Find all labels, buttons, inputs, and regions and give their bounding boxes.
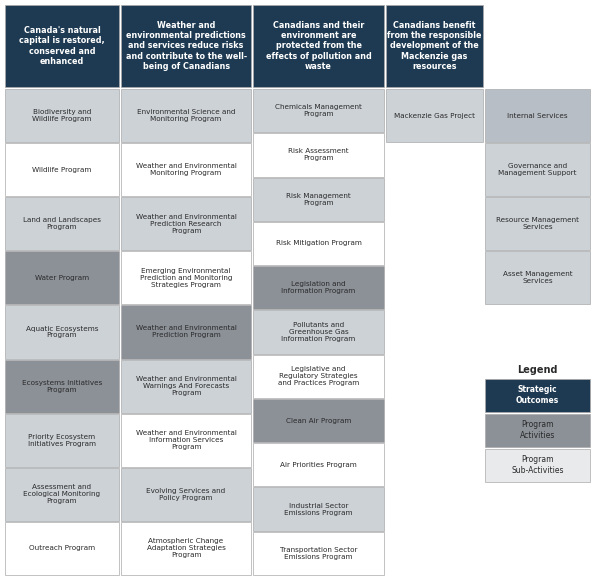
Bar	[253, 177, 384, 221]
Bar	[253, 266, 384, 309]
Text: Water Program: Water Program	[35, 275, 89, 281]
Text: Environmental Science and
Monitoring Program: Environmental Science and Monitoring Pro…	[137, 109, 235, 122]
Bar	[5, 305, 119, 358]
Bar	[253, 222, 384, 265]
Bar	[485, 89, 590, 142]
Bar	[253, 355, 384, 398]
Bar	[485, 379, 590, 412]
Text: Air Priorities Program: Air Priorities Program	[280, 462, 357, 468]
Text: Weather and Environmental
Prediction Research
Program: Weather and Environmental Prediction Res…	[136, 214, 236, 234]
Bar	[253, 134, 384, 176]
Bar	[253, 310, 384, 354]
Bar	[5, 197, 119, 250]
Bar	[485, 197, 590, 250]
Bar	[121, 89, 251, 142]
Bar	[253, 399, 384, 442]
Bar	[485, 251, 590, 305]
Bar	[5, 414, 119, 467]
Text: Risk Assessment
Program: Risk Assessment Program	[288, 149, 349, 161]
Bar	[5, 360, 119, 413]
Text: Evolving Services and
Policy Program: Evolving Services and Policy Program	[146, 488, 226, 501]
Bar	[121, 143, 251, 196]
Bar	[5, 251, 119, 305]
Text: Canadians benefit
from the responsible
development of the
Mackenzie gas
resource: Canadians benefit from the responsible d…	[387, 21, 481, 71]
Text: Legend: Legend	[517, 365, 558, 375]
Text: Weather and Environmental
Information Services
Program: Weather and Environmental Information Se…	[136, 430, 236, 450]
Text: Weather and Environmental
Monitoring Program: Weather and Environmental Monitoring Pro…	[136, 163, 236, 176]
Bar	[253, 443, 384, 487]
Text: Internal Services: Internal Services	[507, 113, 568, 118]
Text: Risk Mitigation Program: Risk Mitigation Program	[275, 240, 361, 246]
Bar	[5, 143, 119, 196]
Text: Assessment and
Ecological Monitoring
Program: Assessment and Ecological Monitoring Pro…	[23, 484, 101, 505]
Bar	[485, 413, 590, 447]
Text: Priority Ecosystem
Initiatives Program: Priority Ecosystem Initiatives Program	[28, 434, 96, 447]
Text: Canada's natural
capital is restored,
conserved and
enhanced: Canada's natural capital is restored, co…	[19, 26, 105, 66]
Bar	[253, 89, 384, 132]
Bar	[5, 468, 119, 521]
Bar	[121, 197, 251, 250]
Bar	[121, 414, 251, 467]
Text: Strategic
Outcomes: Strategic Outcomes	[516, 386, 559, 405]
Text: Industrial Sector
Emissions Program: Industrial Sector Emissions Program	[284, 503, 353, 516]
Text: Governance and
Management Support: Governance and Management Support	[498, 163, 577, 176]
Text: Mackenzie Gas Project: Mackenzie Gas Project	[394, 113, 475, 118]
Bar	[253, 487, 384, 531]
Text: Atmospheric Change
Adaptation Strategies
Program: Atmospheric Change Adaptation Strategies…	[146, 539, 226, 558]
Text: Chemicals Management
Program: Chemicals Management Program	[275, 104, 362, 117]
Text: Legislative and
Regulatory Strategies
and Practices Program: Legislative and Regulatory Strategies an…	[278, 366, 359, 386]
Bar	[5, 5, 119, 87]
Text: Program
Activities: Program Activities	[520, 420, 555, 440]
Bar	[121, 251, 251, 305]
Text: Program
Sub-Activities: Program Sub-Activities	[511, 455, 563, 475]
Bar	[253, 5, 384, 87]
Text: Ecosystems Initiatives
Program: Ecosystems Initiatives Program	[22, 380, 102, 392]
Text: Canadians and their
environment are
protected from the
effects of pollution and
: Canadians and their environment are prot…	[265, 21, 371, 71]
Text: Land and Landscapes
Program: Land and Landscapes Program	[23, 217, 101, 230]
Text: Risk Management
Program: Risk Management Program	[286, 192, 351, 206]
Text: Resource Management
Services: Resource Management Services	[496, 217, 579, 230]
Text: Wildlife Program: Wildlife Program	[32, 166, 92, 173]
Text: Asset Management
Services: Asset Management Services	[503, 272, 572, 284]
Text: Clean Air Program: Clean Air Program	[286, 417, 351, 424]
Text: Legislation and
Information Program: Legislation and Information Program	[281, 281, 356, 294]
Bar	[485, 143, 590, 196]
Text: Pollutants and
Greenhouse Gas
Information Program: Pollutants and Greenhouse Gas Informatio…	[281, 322, 356, 342]
Text: Emerging Environmental
Prediction and Monitoring
Strategies Program: Emerging Environmental Prediction and Mo…	[140, 268, 232, 288]
Bar	[485, 449, 590, 481]
Text: Weather and
environmental predictions
and services reduce risks
and contribute t: Weather and environmental predictions an…	[126, 21, 247, 71]
Bar	[5, 522, 119, 575]
Text: Weather and Environmental
Warnings And Forecasts
Program: Weather and Environmental Warnings And F…	[136, 376, 236, 396]
Text: Aquatic Ecosystems
Program: Aquatic Ecosystems Program	[26, 325, 98, 339]
Bar	[253, 532, 384, 575]
Bar	[121, 5, 251, 87]
Text: Transportation Sector
Emissions Program: Transportation Sector Emissions Program	[280, 547, 357, 560]
Bar	[386, 89, 483, 142]
Text: Weather and Environmental
Prediction Program: Weather and Environmental Prediction Pro…	[136, 325, 236, 339]
Bar	[386, 5, 483, 87]
Bar	[121, 360, 251, 413]
Text: Biodiversity and
Wildlife Program: Biodiversity and Wildlife Program	[32, 109, 92, 122]
Bar	[121, 522, 251, 575]
Bar	[5, 89, 119, 142]
Text: Outreach Program: Outreach Program	[29, 546, 95, 551]
Bar	[121, 305, 251, 358]
Bar	[121, 468, 251, 521]
